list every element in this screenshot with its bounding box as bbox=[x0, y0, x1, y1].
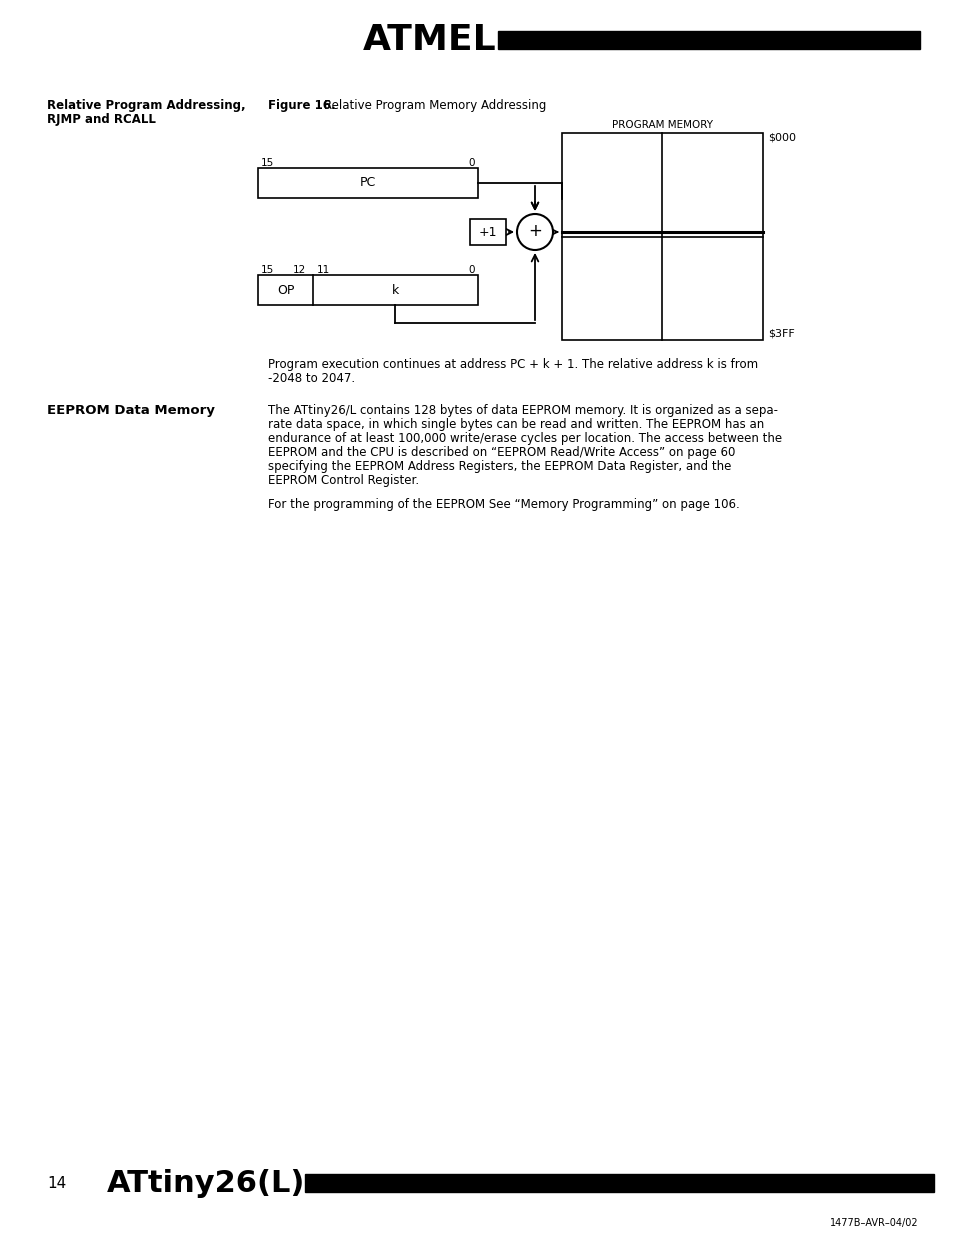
Bar bbox=[305, 1174, 933, 1192]
Text: ATtiny26(L): ATtiny26(L) bbox=[107, 1168, 305, 1198]
Text: EEPROM and the CPU is described on “EEPROM Read/Write Access” on page 60: EEPROM and the CPU is described on “EEPR… bbox=[268, 446, 735, 459]
Text: The ATtiny26/L contains 128 bytes of data EEPROM memory. It is organized as a se: The ATtiny26/L contains 128 bytes of dat… bbox=[268, 404, 778, 417]
Text: EEPROM Control Register.: EEPROM Control Register. bbox=[268, 474, 418, 487]
Text: $000: $000 bbox=[767, 133, 795, 143]
Circle shape bbox=[517, 214, 553, 249]
Text: RJMP and RCALL: RJMP and RCALL bbox=[47, 112, 155, 126]
Text: 15: 15 bbox=[261, 158, 274, 168]
Text: Program execution continues at address PC + k + 1. The relative address k is fro: Program execution continues at address P… bbox=[268, 358, 758, 370]
Text: -2048 to 2047.: -2048 to 2047. bbox=[268, 372, 355, 385]
Text: For the programming of the EEPROM See “Memory Programming” on page 106.: For the programming of the EEPROM See “M… bbox=[268, 498, 739, 511]
Text: PROGRAM MEMORY: PROGRAM MEMORY bbox=[612, 120, 712, 130]
Text: k: k bbox=[392, 284, 398, 296]
Text: Relative Program Addressing,: Relative Program Addressing, bbox=[47, 99, 245, 112]
Text: 14: 14 bbox=[47, 1176, 66, 1191]
Text: $3FF: $3FF bbox=[767, 329, 794, 338]
Bar bbox=[257, 168, 477, 198]
Text: 11: 11 bbox=[316, 266, 330, 275]
Text: EEPROM Data Memory: EEPROM Data Memory bbox=[47, 404, 214, 417]
Text: OP: OP bbox=[276, 284, 294, 296]
Text: Figure 16.: Figure 16. bbox=[268, 99, 335, 112]
Text: +1: +1 bbox=[478, 226, 497, 238]
Bar bbox=[497, 31, 919, 49]
Bar bbox=[257, 275, 477, 305]
Bar bbox=[561, 133, 762, 340]
Text: endurance of at least 100,000 write/erase cycles per location. The access betwee: endurance of at least 100,000 write/eras… bbox=[268, 432, 781, 445]
Text: PC: PC bbox=[359, 177, 375, 189]
Text: 12: 12 bbox=[293, 266, 306, 275]
Text: ATMEL: ATMEL bbox=[363, 23, 497, 57]
Text: 0: 0 bbox=[468, 158, 475, 168]
Text: Relative Program Memory Addressing: Relative Program Memory Addressing bbox=[324, 99, 546, 112]
Text: 1477B–AVR–04/02: 1477B–AVR–04/02 bbox=[829, 1218, 918, 1228]
Text: 0: 0 bbox=[468, 266, 475, 275]
Text: specifying the EEPROM Address Registers, the EEPROM Data Register, and the: specifying the EEPROM Address Registers,… bbox=[268, 459, 731, 473]
Text: rate data space, in which single bytes can be read and written. The EEPROM has a: rate data space, in which single bytes c… bbox=[268, 417, 763, 431]
Text: +: + bbox=[528, 222, 541, 240]
Bar bbox=[470, 219, 505, 245]
Text: 15: 15 bbox=[261, 266, 274, 275]
